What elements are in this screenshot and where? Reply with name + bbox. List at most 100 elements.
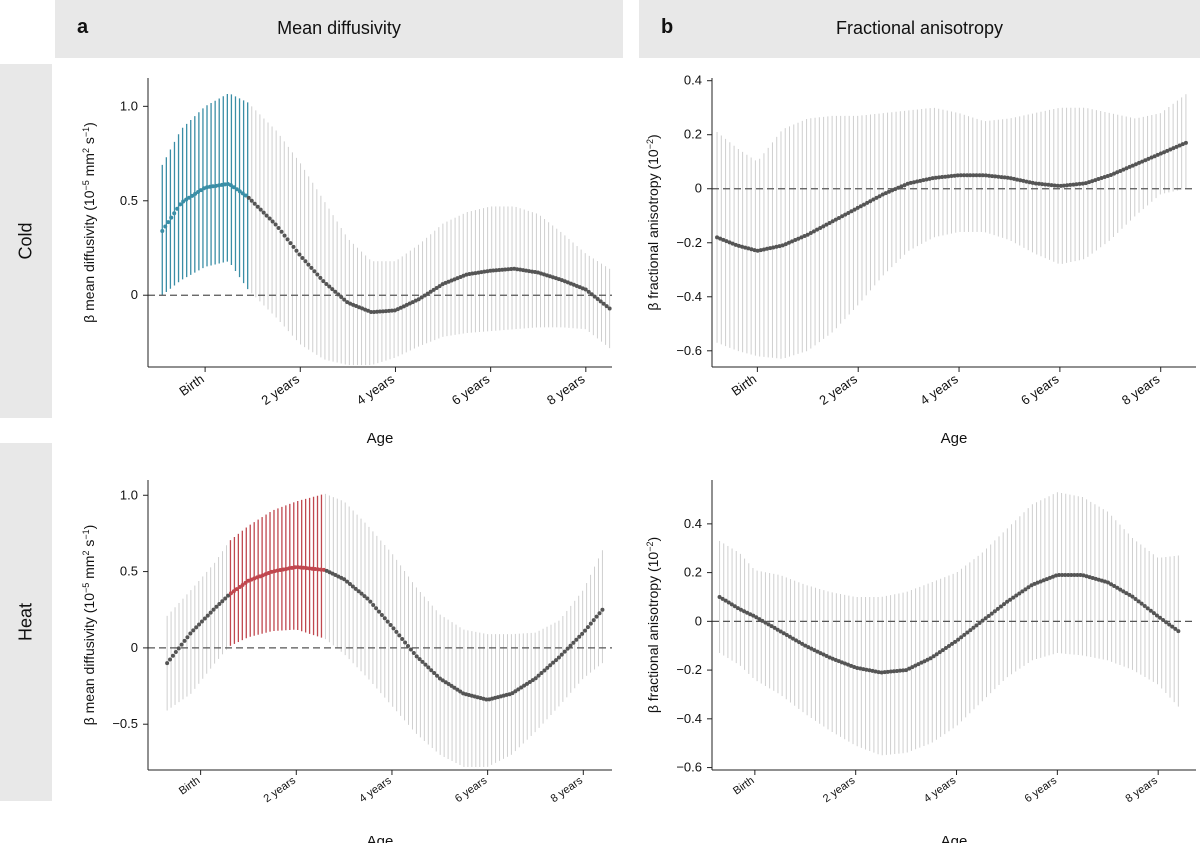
estimate-point xyxy=(485,269,490,274)
estimate-point xyxy=(784,633,789,638)
estimate-point xyxy=(824,654,829,659)
row-header-heat: Heat xyxy=(0,443,52,801)
estimate-point xyxy=(934,652,939,657)
estimate-point xyxy=(1090,575,1095,580)
estimate-point xyxy=(736,243,741,248)
estimate-point xyxy=(1057,573,1062,578)
estimate-point xyxy=(375,309,380,314)
estimate-point xyxy=(1112,171,1117,176)
estimate-point xyxy=(1011,595,1016,600)
estimate-series xyxy=(715,140,1188,253)
estimate-series xyxy=(717,573,1181,675)
estimate-point xyxy=(298,565,303,570)
estimate-point xyxy=(777,244,782,249)
estimate-point xyxy=(924,177,929,182)
estimate-point xyxy=(389,308,394,313)
y-tick-label: −0.4 xyxy=(676,289,702,304)
estimate-point xyxy=(882,670,887,675)
estimate-point xyxy=(240,191,245,196)
estimate-series xyxy=(165,565,605,702)
x-tick-label: Birth xyxy=(177,775,202,798)
estimate-point xyxy=(998,604,1003,609)
estimate-point xyxy=(586,289,591,294)
estimate-point xyxy=(446,682,451,687)
estimate-point xyxy=(765,246,770,251)
estimate-point xyxy=(342,297,347,302)
estimate-point xyxy=(175,206,180,211)
column-header-b: b Fractional anisotropy xyxy=(639,0,1200,58)
estimate-series xyxy=(160,181,612,315)
estimate-point xyxy=(907,666,912,671)
x-tick-label: 6 years xyxy=(453,774,490,805)
estimate-point xyxy=(827,655,832,660)
y-axis-label-text: s xyxy=(81,137,97,148)
estimate-point xyxy=(790,636,795,641)
estimate-point xyxy=(342,577,347,582)
estimate-point xyxy=(1068,182,1073,187)
estimate-point xyxy=(292,565,297,570)
estimate-point xyxy=(594,614,599,619)
estimate-point xyxy=(194,625,199,630)
ci-bars xyxy=(719,492,1179,756)
x-tick-label: 8 years xyxy=(544,371,588,408)
x-tick-label: 6 years xyxy=(449,371,493,408)
estimate-point xyxy=(339,294,344,299)
y-axis-label-superscript: −1 xyxy=(81,127,91,137)
estimate-point xyxy=(479,270,484,275)
x-tick-label: Birth xyxy=(729,371,760,399)
estimate-point xyxy=(780,243,785,248)
estimate-point xyxy=(1124,591,1129,596)
estimate-point xyxy=(842,661,847,666)
estimate-point xyxy=(955,173,960,178)
estimate-point xyxy=(494,268,499,273)
estimate-point xyxy=(435,673,440,678)
estimate-point xyxy=(1037,181,1042,186)
estimate-point xyxy=(824,222,829,227)
estimate-point xyxy=(294,248,299,253)
x-tick-label: 2 years xyxy=(816,371,860,408)
estimate-point xyxy=(752,248,757,253)
estimate-point xyxy=(836,215,841,220)
estimate-point xyxy=(1002,602,1007,607)
estimate-point xyxy=(503,267,508,272)
y-tick-label: 0 xyxy=(131,640,138,655)
y-axis-label-text: ) xyxy=(81,525,97,530)
estimate-point xyxy=(931,654,936,659)
chart-cold-fa: −0.6 −0.4 −0.2 0 0.2 0.4 Birth 2 years 4 years 6 … xyxy=(645,73,1196,447)
estimate-point xyxy=(595,296,600,301)
estimate-point xyxy=(778,629,783,634)
estimate-point xyxy=(1096,577,1101,582)
estimate-point xyxy=(794,638,799,643)
estimate-point xyxy=(980,618,985,623)
estimate-point xyxy=(548,663,553,668)
estimate-point xyxy=(968,173,973,178)
estimate-point xyxy=(775,627,780,632)
estimate-point xyxy=(1026,585,1031,590)
estimate-point xyxy=(1140,159,1145,164)
y-tick-label: −0.2 xyxy=(676,235,702,250)
estimate-point xyxy=(1002,175,1007,180)
estimate-point xyxy=(1043,182,1048,187)
estimate-point xyxy=(849,209,854,214)
estimate-point xyxy=(1158,151,1163,156)
estimate-point xyxy=(188,631,193,636)
estimate-point xyxy=(995,606,1000,611)
y-axis-label-text: ) xyxy=(645,537,661,542)
estimate-point xyxy=(1075,573,1080,578)
estimate-point xyxy=(852,665,857,670)
estimate-point xyxy=(1161,618,1166,623)
estimate-point xyxy=(484,697,489,702)
estimate-point xyxy=(886,189,891,194)
estimate-point xyxy=(598,299,603,304)
estimate-point xyxy=(382,616,387,621)
estimate-point xyxy=(1069,573,1074,578)
estimate-point xyxy=(303,259,308,264)
estimate-point xyxy=(488,268,493,273)
estimate-point xyxy=(918,178,923,183)
y-axis-label-text: ) xyxy=(81,122,97,127)
x-tick-label: 4 years xyxy=(357,774,394,805)
estimate-point xyxy=(949,174,954,179)
estimate-point xyxy=(1180,142,1185,147)
estimate-point xyxy=(827,220,832,225)
y-tick-label: 0 xyxy=(695,181,702,196)
